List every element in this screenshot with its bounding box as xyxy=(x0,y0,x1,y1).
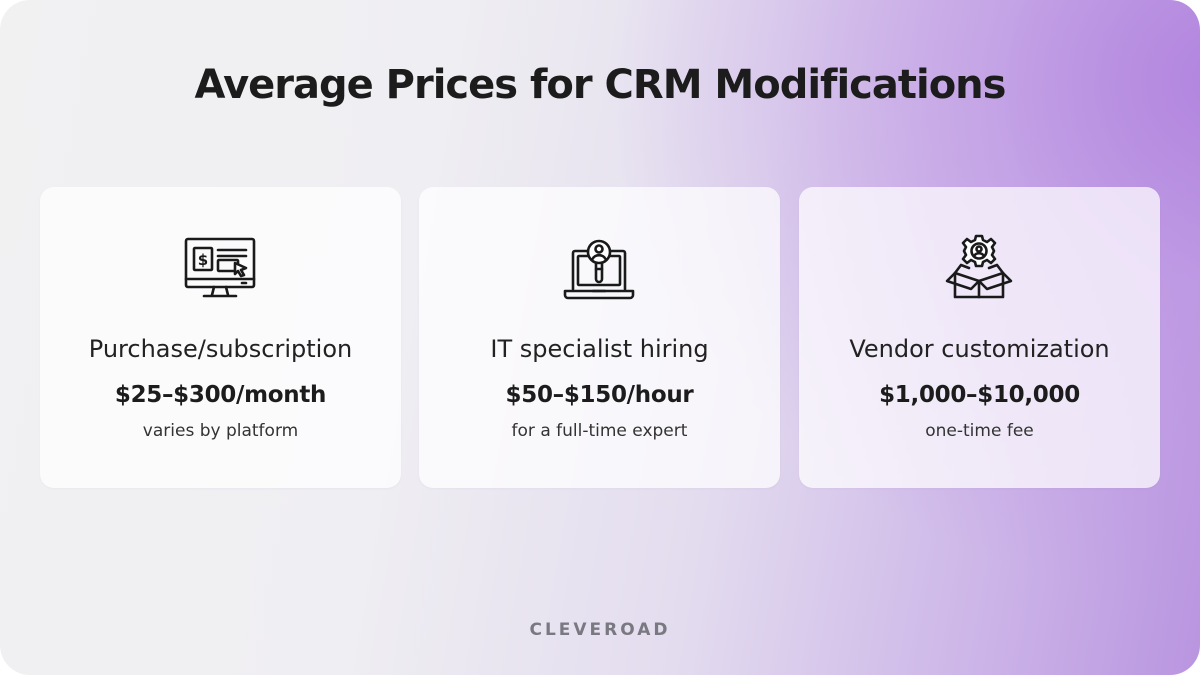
card-price: $1,000–$10,000 xyxy=(879,382,1080,408)
card-title: IT specialist hiring xyxy=(490,335,709,363)
card-it-specialist-hiring: IT specialist hiring $50–$150/hour for a… xyxy=(419,187,780,488)
card-vendor-customization: Vendor customization $1,000–$10,000 one-… xyxy=(799,187,1160,488)
card-price: $50–$150/hour xyxy=(505,382,694,408)
card-price: $25–$300/month xyxy=(114,382,327,408)
brand-logo: CLEVEROAD xyxy=(529,620,671,640)
price-cards: $ Purchase/subscription $25–$300/month v… xyxy=(40,187,1160,488)
page-title: Average Prices for CRM Modifications xyxy=(194,62,1007,108)
svg-text:$: $ xyxy=(198,251,208,269)
laptop-specialist-search-icon xyxy=(559,231,639,311)
card-title: Vendor customization xyxy=(849,335,1110,363)
card-title: Purchase/subscription xyxy=(88,335,353,363)
card-purchase-subscription: $ Purchase/subscription $25–$300/month v… xyxy=(40,187,401,488)
box-gear-user-icon xyxy=(939,231,1019,311)
card-note: for a full-time expert xyxy=(511,421,688,441)
card-note: one-time fee xyxy=(925,421,1034,441)
card-note: varies by platform xyxy=(142,421,299,441)
monitor-payment-icon: $ xyxy=(180,231,260,311)
